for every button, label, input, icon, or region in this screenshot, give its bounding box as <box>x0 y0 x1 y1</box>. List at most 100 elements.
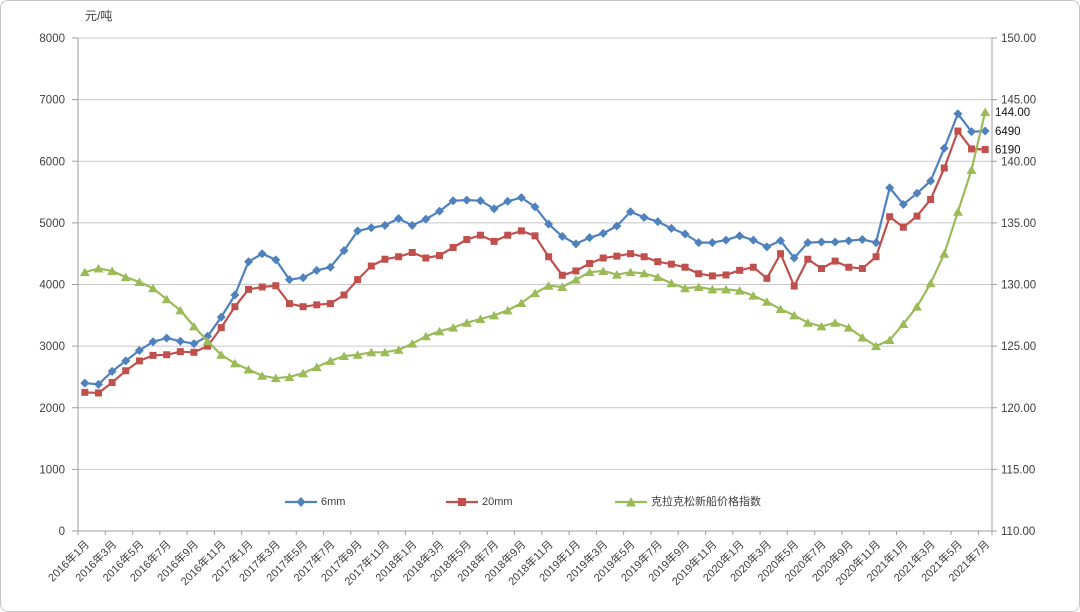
marker-diamond <box>871 238 881 248</box>
marker-square <box>94 389 102 397</box>
marker-square <box>599 254 607 262</box>
marker-diamond <box>175 336 185 346</box>
marker-triangle <box>639 268 650 278</box>
marker-diamond <box>394 214 404 224</box>
marker-diamond <box>653 217 663 227</box>
marker-square <box>422 254 430 262</box>
right-axis-tick-label: 110.00 <box>1001 526 1035 538</box>
marker-triangle <box>502 305 513 315</box>
left-axis-tick-label: 8000 <box>39 33 65 45</box>
marker-triangle <box>693 282 704 291</box>
left-axis-tick-label: 0 <box>59 526 65 538</box>
marker-square <box>490 237 498 245</box>
marker-square <box>722 271 730 279</box>
right-axis-tick-label: 115.00 <box>1001 464 1035 476</box>
marker-triangle <box>734 286 745 295</box>
marker-diamond <box>407 220 417 230</box>
marker-square <box>231 303 239 311</box>
marker-triangle <box>407 339 418 348</box>
marker-triangle <box>557 282 568 291</box>
marker-square <box>272 282 280 290</box>
marker-diamond <box>571 239 581 249</box>
marker-square <box>81 388 89 396</box>
line-marker-diamond-icon <box>285 497 317 507</box>
marker-triangle <box>229 358 240 368</box>
right-axis-tick-label: 120.00 <box>1001 403 1036 415</box>
marker-triangle <box>802 318 813 327</box>
marker-square <box>245 285 253 293</box>
marker-square <box>258 283 266 291</box>
marker-diamond <box>967 127 977 137</box>
marker-square <box>326 300 334 308</box>
marker-diamond <box>435 206 445 216</box>
marker-diamond <box>735 231 745 241</box>
marker-triangle <box>748 291 759 300</box>
marker-square <box>517 227 525 235</box>
marker-square <box>190 348 198 356</box>
marker-square <box>927 195 935 203</box>
marker-diamond <box>898 199 908 209</box>
marker-triangle <box>339 351 350 360</box>
marker-diamond <box>830 237 840 247</box>
marker-square <box>285 300 293 308</box>
marker-diamond <box>230 290 240 300</box>
marker-diamond <box>107 366 117 376</box>
marker-diamond <box>694 238 704 248</box>
right-axis-tick-label: 150.00 <box>1001 33 1036 45</box>
marker-triangle <box>461 318 472 327</box>
legend-label-6mm: 6mm <box>321 496 346 508</box>
marker-triangle <box>257 371 268 380</box>
series-line-6mm <box>83 112 987 386</box>
marker-square <box>708 272 716 280</box>
right-axis-tick-label: 140.00 <box>1001 156 1036 168</box>
marker-triangle <box>952 207 963 216</box>
marker-triangle <box>884 335 895 344</box>
marker-diamond <box>625 207 635 217</box>
marker-diamond <box>980 126 990 136</box>
series-line-克拉克松新船价格指数 <box>83 110 987 380</box>
marker-diamond <box>953 109 963 119</box>
marker-diamond <box>148 337 158 347</box>
marker-triangle <box>311 362 322 372</box>
marker-triangle <box>188 321 199 331</box>
marker-diamond <box>598 228 608 238</box>
marker-square <box>913 212 921 220</box>
marker-diamond <box>475 196 485 206</box>
marker-square <box>736 266 744 274</box>
marker-square <box>545 253 553 261</box>
left-axis-title: 元/吨 <box>85 9 113 23</box>
marker-triangle <box>911 302 922 311</box>
marker-diamond <box>748 235 758 245</box>
marker-triangle <box>107 266 118 275</box>
marker-square <box>436 252 444 260</box>
marker-triangle <box>830 318 841 327</box>
marker-triangle <box>134 277 145 287</box>
marker-diamond <box>353 226 363 236</box>
marker-diamond <box>885 183 895 193</box>
right-axis-tick-label: 135.00 <box>1001 218 1036 230</box>
marker-triangle <box>816 321 827 331</box>
marker-diamond <box>312 265 322 275</box>
left-axis-tick-label: 3000 <box>39 341 65 353</box>
legend-item-20mm: 20mm <box>445 495 513 509</box>
marker-triangle <box>761 297 772 306</box>
marker-triangle <box>720 284 731 294</box>
marker-triangle <box>625 267 636 277</box>
marker-square <box>408 248 416 256</box>
marker-triangle <box>939 249 950 258</box>
marker-square <box>176 348 184 356</box>
marker-triangle <box>434 326 445 336</box>
marker-triangle <box>570 275 581 284</box>
marker-triangle <box>666 278 677 288</box>
left-axis-tick-label: 4000 <box>39 280 65 292</box>
marker-diamond <box>666 223 676 233</box>
marker-square <box>531 232 539 240</box>
marker-diamond <box>857 235 867 245</box>
marker-square <box>217 324 225 332</box>
marker-diamond <box>762 242 772 252</box>
marker-diamond <box>339 246 349 256</box>
marker-triangle <box>980 107 991 116</box>
marker-square <box>572 267 580 275</box>
marker-square <box>395 253 403 261</box>
marker-triangle <box>789 310 800 320</box>
